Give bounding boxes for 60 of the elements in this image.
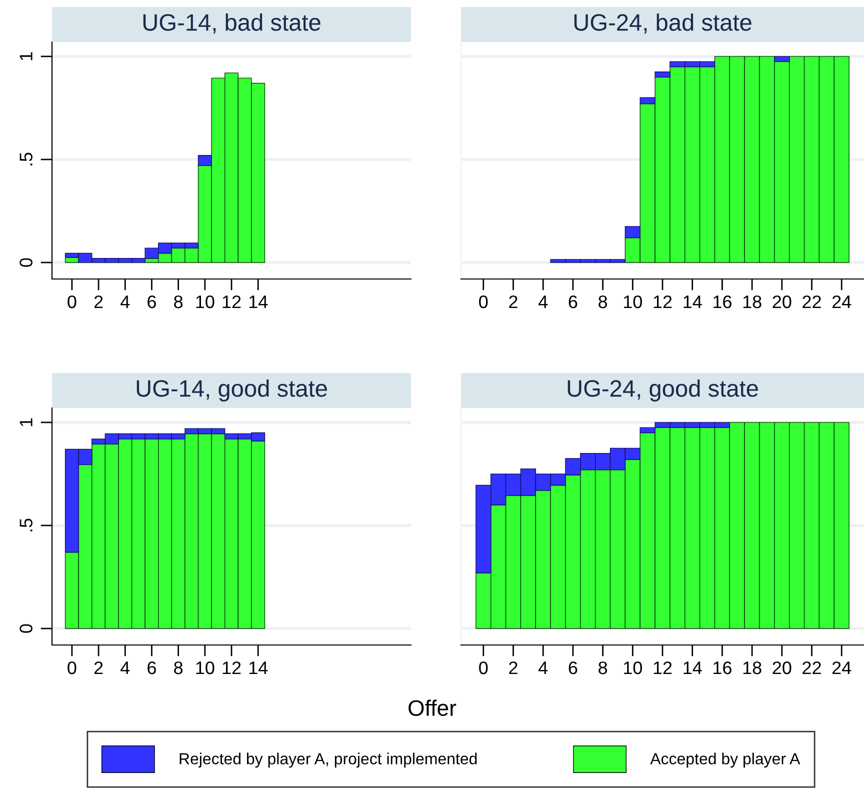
x-tick-label: 4 (120, 662, 130, 674)
x-tick-label: 6 (148, 295, 156, 308)
bar (774, 56, 790, 62)
bar (624, 226, 640, 238)
x-axis-title: Offer (408, 700, 456, 716)
bar (654, 72, 670, 78)
x-tick-label: 18 (743, 661, 762, 674)
x-tick-label: 12 (654, 295, 672, 308)
legend-label: Accepted by player A (650, 752, 800, 768)
x-tick-label: 0 (68, 661, 76, 674)
y-tick-label: 1 (20, 418, 32, 426)
x-tick-label: 22 (802, 661, 821, 674)
chart-title: UG-14, good state (136, 379, 327, 402)
x-tick-label: 16 (714, 295, 732, 308)
bar (640, 97, 656, 104)
x-tick-label: 10 (624, 295, 642, 308)
y-tick-label: .5 (20, 518, 32, 532)
x-tick-label: 10 (624, 661, 642, 674)
y-tick-label: 0 (20, 624, 32, 633)
x-tick-label: 14 (249, 662, 268, 674)
chart-title: UG-24, bad state (574, 13, 752, 34)
y-tick-label: 0 (20, 258, 32, 267)
x-tick-label: 12 (222, 661, 241, 674)
x-tick-label: 2 (509, 661, 518, 674)
x-tick-label: 6 (568, 661, 578, 674)
x-tick-label: 4 (120, 296, 130, 308)
y-tick-label: 1 (20, 52, 32, 60)
chart-title: UG-24, good state (568, 379, 758, 402)
x-tick-label: 24 (832, 295, 852, 308)
x-tick-label: 12 (222, 295, 241, 308)
x-tick-label: 14 (249, 296, 268, 308)
bar (198, 155, 212, 166)
y-tick-label: .5 (20, 152, 32, 166)
x-tick-label: 2 (94, 295, 103, 308)
x-tick-label: 10 (196, 661, 214, 674)
x-tick-label: 20 (772, 295, 792, 308)
x-tick-label: 14 (684, 662, 702, 674)
x-tick-label: 8 (598, 661, 608, 674)
x-tick-label: 8 (598, 295, 608, 308)
x-tick-label: 6 (568, 295, 578, 308)
x-tick-label: 8 (174, 295, 183, 308)
x-tick-label: 24 (832, 661, 852, 674)
x-tick-label: 0 (68, 295, 76, 308)
x-tick-label: 6 (148, 661, 156, 674)
x-tick-label: 0 (479, 661, 488, 674)
x-tick-label: 2 (94, 661, 103, 674)
chart-title: UG-14, bad state (143, 13, 320, 34)
x-tick-label: 12 (654, 661, 672, 674)
x-tick-label: 14 (684, 296, 702, 308)
x-tick-label: 4 (538, 662, 548, 674)
x-tick-label: 10 (196, 295, 214, 308)
x-tick-label: 8 (174, 661, 183, 674)
x-tick-label: 4 (538, 296, 548, 308)
x-tick-label: 0 (479, 295, 488, 308)
x-tick-label: 20 (772, 661, 792, 674)
x-tick-label: 18 (743, 295, 762, 308)
x-tick-label: 16 (714, 661, 732, 674)
x-tick-label: 2 (509, 295, 518, 308)
legend-label: Rejected by player A, project implemented (180, 752, 477, 768)
x-tick-label: 22 (802, 295, 821, 308)
